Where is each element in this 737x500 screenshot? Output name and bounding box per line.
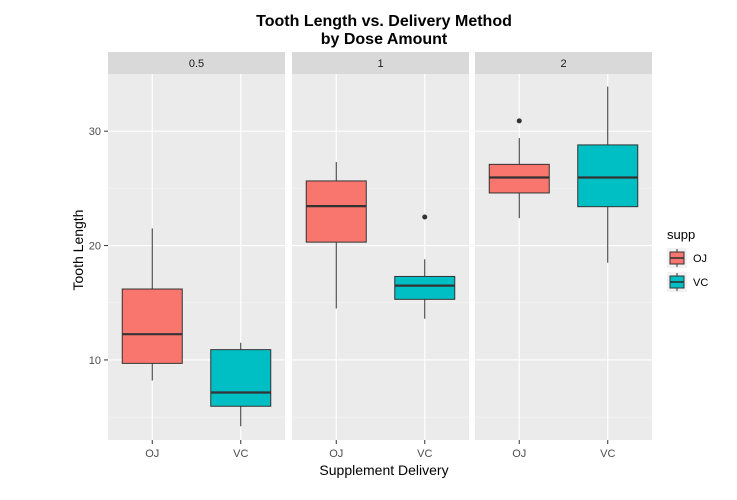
facet-strip: [292, 52, 469, 74]
chart-subtitle: by Dose Amount: [321, 31, 448, 48]
x-tick-label: OJ: [512, 448, 526, 460]
y-axis: 10 20 30: [89, 126, 108, 367]
legend-title: supp: [667, 227, 695, 242]
legend-key-VC: VC: [667, 272, 708, 292]
facet-strip-label: 1: [377, 58, 383, 70]
y-tick-label: 20: [89, 241, 101, 253]
box-VC: [394, 214, 456, 319]
legend-label: VC: [693, 277, 708, 289]
x-axis-title: Supplement Delivery: [319, 462, 448, 478]
box-body: [488, 163, 550, 194]
box-OJ: [121, 228, 183, 381]
panel-background: [292, 74, 469, 440]
panel-background: [475, 74, 652, 440]
facet-strip: [475, 52, 652, 74]
outlier-point: [422, 214, 428, 220]
facet-panel-2: 2 OJ VC: [475, 52, 652, 460]
y-tick-label: 30: [89, 126, 101, 138]
box-body: [305, 180, 367, 243]
box-body: [577, 144, 639, 208]
box-body: [121, 288, 183, 364]
y-tick-label: 10: [89, 355, 101, 367]
box-OJ: [305, 162, 367, 309]
facet-panel-1: 1 OJ VC: [292, 52, 469, 460]
outlier-point: [516, 118, 522, 124]
box-OJ: [488, 118, 550, 219]
box-body: [210, 349, 272, 407]
legend: supp OJ VC: [667, 227, 708, 292]
facet-panel-0.5: 0.5 OJ VC: [108, 52, 285, 460]
x-tick-label: OJ: [329, 448, 343, 460]
legend-key-OJ: OJ: [667, 248, 707, 268]
facet-strip-label: 0.5: [189, 58, 204, 70]
x-tick-label: VC: [600, 448, 615, 460]
box-body: [394, 275, 456, 300]
x-tick-label: OJ: [145, 448, 159, 460]
chart-title: Tooth Length vs. Delivery Method: [256, 13, 512, 30]
x-tick-label: VC: [233, 448, 248, 460]
facet-strip: [108, 52, 285, 74]
facet-panels: 0.5 OJ VC 1 OJ VC 2 OJ VC: [108, 52, 652, 460]
box-VC: [210, 342, 272, 427]
x-tick-label: VC: [417, 448, 432, 460]
y-axis-title: Tooth Length: [70, 210, 86, 291]
facet-strip-label: 2: [560, 58, 566, 70]
legend-label: OJ: [693, 253, 707, 265]
box-VC: [577, 86, 639, 263]
